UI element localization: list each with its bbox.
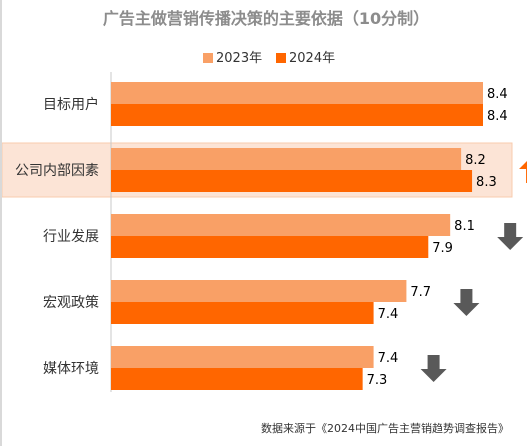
legend-swatch-2024年 bbox=[276, 53, 286, 63]
value-label: 8.4 bbox=[487, 87, 508, 102]
trend-arrow-down-icon bbox=[497, 223, 524, 250]
value-label: 8.2 bbox=[465, 153, 486, 168]
trend-arrow-up-icon bbox=[519, 161, 527, 183]
bar-2023年 bbox=[111, 280, 407, 302]
value-label: 8.3 bbox=[476, 175, 497, 190]
value-label: 8.4 bbox=[487, 109, 508, 124]
value-label: 7.7 bbox=[410, 285, 431, 300]
left-frame-line bbox=[0, 0, 2, 446]
value-label: 7.4 bbox=[378, 351, 399, 366]
legend-label-2023年: 2023年 bbox=[216, 51, 262, 66]
bar-2024年 bbox=[111, 368, 363, 390]
legend-label-2024年: 2024年 bbox=[289, 51, 335, 66]
chart-title: 广告主做营销传播决策的主要依据（10分制） bbox=[103, 9, 429, 28]
category-label: 媒体环境 bbox=[43, 361, 99, 377]
legend: 2023年 2024年 bbox=[203, 51, 335, 66]
trend-arrow-down-icon bbox=[420, 355, 447, 382]
value-label: 8.1 bbox=[454, 219, 475, 234]
legend-swatch-2023年 bbox=[203, 53, 213, 63]
category-label: 行业发展 bbox=[43, 229, 99, 245]
category-label: 目标用户 bbox=[43, 96, 99, 113]
bar-2023年 bbox=[111, 148, 462, 170]
trend-arrow-down-icon bbox=[453, 289, 480, 316]
value-label: 7.9 bbox=[432, 241, 453, 256]
bar-2023年 bbox=[111, 346, 374, 368]
value-label: 7.3 bbox=[367, 373, 388, 388]
category-label: 公司内部因素 bbox=[15, 163, 99, 179]
category-label: 宏观政策 bbox=[43, 294, 99, 311]
bar-2024年 bbox=[111, 170, 473, 192]
bar-2024年 bbox=[111, 236, 429, 258]
bar-2023年 bbox=[111, 214, 451, 236]
plot-area: 目标用户 8.4 8.4 公司内部因素 8.2 8.3 行业发展 8.17.9 宏观政策 7.7 7… bbox=[15, 82, 527, 390]
bar-2024年 bbox=[111, 302, 374, 324]
source-note: 数据来源于《2024中国广告主营销趋势调查报告》 bbox=[261, 421, 509, 435]
bar-2023年 bbox=[111, 82, 483, 104]
bar-2024年 bbox=[111, 104, 483, 126]
value-label: 7.4 bbox=[378, 307, 399, 322]
